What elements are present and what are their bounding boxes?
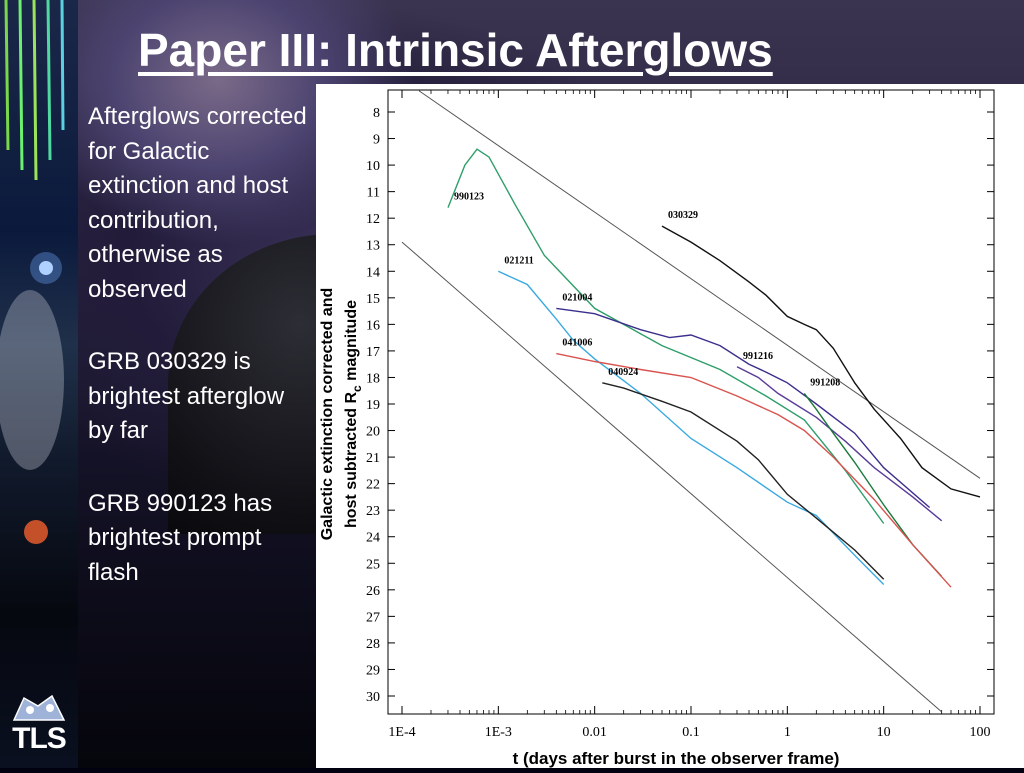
series-line-030329 <box>661 225 981 498</box>
series-label-021211: 021211 <box>504 255 533 266</box>
y-tick-label: 25 <box>366 557 380 572</box>
bullet-list: Afterglows corrected for Galactic extinc… <box>88 100 314 628</box>
y-tick-label: 12 <box>366 212 380 227</box>
y-tick-label: 13 <box>366 239 380 254</box>
envelope-line <box>418 90 981 479</box>
tls-logo-icon <box>12 694 66 721</box>
y-axis-label-line2: host subtracted Rc magnitude <box>343 300 364 528</box>
slide-title: Paper III: Intrinsic Afterglows <box>138 24 773 76</box>
plot-frame <box>387 89 995 715</box>
afterglow-chart: Galactic extinction corrected and host s… <box>319 89 995 768</box>
x-tick-label: 1E-4 <box>388 725 415 740</box>
x-tick-label: 10 <box>877 725 891 740</box>
bullet-item: GRB 990123 has brightest prompt flash <box>88 489 273 586</box>
series-line-041006 <box>556 352 952 588</box>
y-tick-label: 9 <box>373 133 380 148</box>
series-label-991208: 991208 <box>810 377 840 388</box>
y-tick-label: 20 <box>366 425 380 440</box>
y-tick-label: 17 <box>366 345 380 360</box>
y-tick-label: 22 <box>366 478 380 493</box>
series-label-030329: 030329 <box>668 210 698 221</box>
y-tick-label: 10 <box>366 159 380 174</box>
x-tick-label: 0.01 <box>582 725 607 740</box>
bullet-item: Afterglows corrected for Galactic extinc… <box>88 103 307 303</box>
series-label-040924: 040924 <box>608 367 638 378</box>
series-label-041006: 041006 <box>562 338 592 349</box>
y-tick-label: 23 <box>366 504 380 519</box>
logo-text: TLS <box>12 722 67 755</box>
series-line-991208 <box>803 392 943 577</box>
y-tick-label: 11 <box>367 186 380 201</box>
x-tick-label: 0.1 <box>682 725 700 740</box>
series-label-021004: 021004 <box>562 292 592 303</box>
sidebar-decoration: TLS <box>0 0 78 768</box>
y-tick-label: 8 <box>373 106 380 121</box>
y-axis-label-line1: Galactic extinction corrected and <box>319 288 336 541</box>
x-tick-label: 1E-3 <box>485 725 512 740</box>
y-tick-label: 30 <box>366 690 380 705</box>
y-tick-label: 21 <box>366 451 380 466</box>
series-label-990123: 990123 <box>454 192 484 203</box>
y-tick-label: 26 <box>366 584 380 599</box>
y-tick-label: 14 <box>366 265 380 280</box>
series-line-991216 <box>736 366 943 522</box>
x-tick-label: 1 <box>784 725 791 740</box>
x-tick-label: 100 <box>970 725 991 740</box>
y-tick-label: 18 <box>366 371 380 386</box>
series-line-021211 <box>498 270 885 585</box>
y-tick-label: 28 <box>366 637 380 652</box>
envelope-line <box>401 241 942 713</box>
y-tick-label: 24 <box>366 531 380 546</box>
series-line-990123 <box>447 148 885 524</box>
y-tick-label: 15 <box>366 292 380 307</box>
afterglow-figure: Galactic extinction corrected and host s… <box>316 84 1024 768</box>
series-line-021004 <box>556 307 931 509</box>
y-tick-label: 19 <box>366 398 380 413</box>
series-label-991216: 991216 <box>743 351 773 362</box>
y-tick-label: 29 <box>366 663 380 678</box>
bullet-item: GRB 030329 is brightest afterglow by far <box>88 348 285 444</box>
y-tick-label: 27 <box>366 610 380 625</box>
x-axis-label: t (days after burst in the observer fram… <box>513 749 840 768</box>
series-line-040924 <box>602 382 885 580</box>
y-tick-label: 16 <box>366 318 380 333</box>
sidebar-art-icon <box>0 0 65 544</box>
